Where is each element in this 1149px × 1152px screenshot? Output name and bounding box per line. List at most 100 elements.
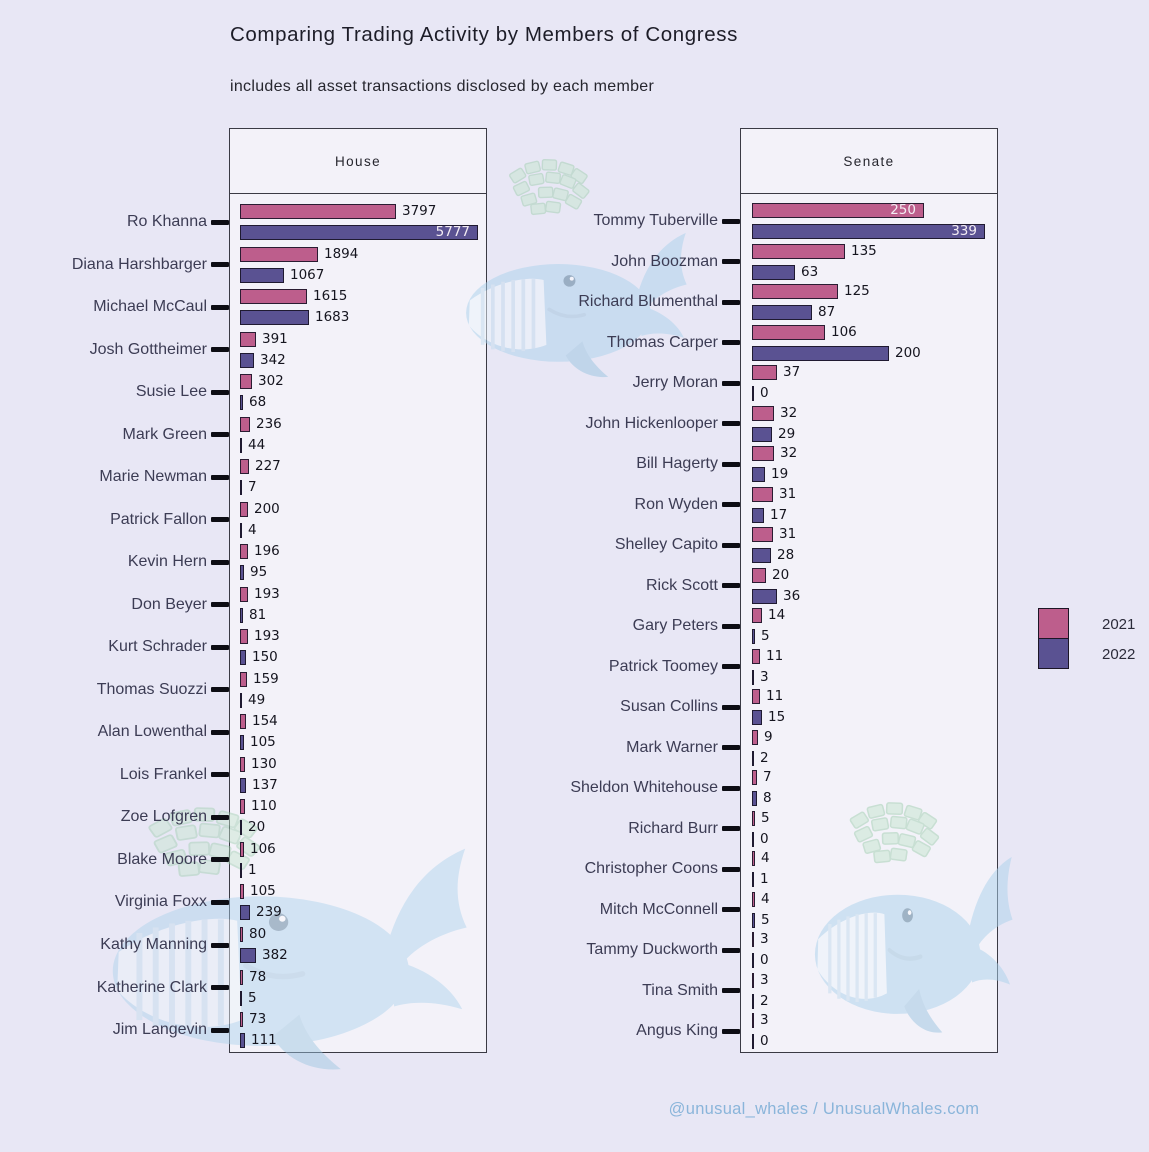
value-label: 0 xyxy=(760,385,769,401)
value-label: 5 xyxy=(248,989,257,1006)
bar-2021 xyxy=(240,331,256,347)
value-label: 4 xyxy=(761,890,770,907)
member-label: Tina Smith xyxy=(642,981,718,999)
value-label: 200 xyxy=(254,500,280,517)
member-label: Christopher Coons xyxy=(584,860,718,877)
member-label: Richard Burr xyxy=(628,819,718,837)
bar-2022 xyxy=(752,426,772,442)
bar-2022 xyxy=(752,831,754,847)
axis-tick xyxy=(722,259,740,264)
value-label: 200 xyxy=(895,344,921,361)
bar-2021 xyxy=(752,689,760,704)
value-label: 3 xyxy=(760,931,769,947)
axis-tick xyxy=(722,826,740,831)
bar-2021 xyxy=(240,544,248,560)
bar-2021 xyxy=(240,289,307,305)
axis-tick xyxy=(722,907,740,912)
bar-2021 xyxy=(752,932,754,947)
value-label: 80 xyxy=(249,926,267,942)
bar-2021 xyxy=(240,501,248,517)
bar-2021 xyxy=(752,243,845,259)
member-label: Sheldon Whitehouse xyxy=(570,779,718,796)
bar-2022 xyxy=(240,310,309,326)
value-label: 87 xyxy=(818,304,836,320)
bar-2022 xyxy=(240,480,242,496)
bar-2022 xyxy=(240,352,254,368)
axis-tick xyxy=(211,1027,229,1033)
bar-2021 xyxy=(240,671,247,687)
value-label: 2 xyxy=(760,992,769,1009)
member-label: Alan Lowenthal xyxy=(97,723,207,741)
bar-2021 xyxy=(752,324,825,340)
value-label: 95 xyxy=(250,564,268,581)
axis-tick xyxy=(722,421,740,426)
value-label: 68 xyxy=(249,394,267,411)
bar-2022 xyxy=(752,467,765,482)
axis-tick xyxy=(722,704,740,710)
axis-tick xyxy=(722,664,740,669)
value-label: 250 xyxy=(890,203,916,218)
bar-2022 xyxy=(240,948,256,963)
value-label: 111 xyxy=(251,1032,277,1049)
value-label: 193 xyxy=(254,585,280,602)
axis-tick xyxy=(722,218,740,224)
bar-2021 xyxy=(240,629,248,645)
bar-2021 xyxy=(752,567,766,583)
bar-2022 xyxy=(240,607,243,623)
value-label: 63 xyxy=(801,263,819,280)
value-label: 36 xyxy=(783,587,801,604)
value-label: 105 xyxy=(250,883,276,900)
axis-tick xyxy=(211,432,229,438)
value-label: 78 xyxy=(249,968,267,985)
member-label: Diana Harshbarger xyxy=(71,255,207,273)
value-label: 81 xyxy=(249,606,267,623)
axis-tick xyxy=(211,219,229,225)
bar-2022 xyxy=(240,692,242,708)
axis-tick xyxy=(211,262,229,268)
axis-tick xyxy=(722,745,740,750)
member-label: Patrick Fallon xyxy=(110,510,207,528)
bar-2022 xyxy=(240,522,242,538)
member-label: Zoe Lofgren xyxy=(120,808,207,826)
bar-2021 xyxy=(240,204,396,219)
axis-tick xyxy=(211,899,229,905)
axis-tick xyxy=(211,814,229,820)
axis-tick xyxy=(211,304,229,310)
value-label: 110 xyxy=(251,798,277,815)
value-label: 0 xyxy=(760,952,769,968)
legend-swatch-2021 xyxy=(1038,608,1069,639)
member-label: Richard Blumenthal xyxy=(578,293,718,310)
value-label: 302 xyxy=(258,373,284,390)
bar-2021 xyxy=(752,648,760,664)
axis-tick xyxy=(211,559,229,565)
bar-2021 xyxy=(240,416,250,432)
value-label: 15 xyxy=(768,709,786,725)
value-label: 8 xyxy=(763,790,772,806)
bar-2021 xyxy=(752,203,924,218)
value-label: 73 xyxy=(249,1011,267,1028)
bar-2021 xyxy=(752,851,755,866)
bar-2021 xyxy=(240,246,318,262)
bar-2021 xyxy=(752,486,773,502)
value-label: 135 xyxy=(851,242,877,259)
value-label: 339 xyxy=(951,224,977,239)
value-label: 17 xyxy=(770,506,788,523)
axis-tick xyxy=(722,866,740,872)
value-label: 1894 xyxy=(324,245,359,262)
bar-2022 xyxy=(752,912,755,928)
value-label: 31 xyxy=(779,485,797,502)
value-label: 105 xyxy=(250,734,276,751)
bar-2022 xyxy=(752,750,754,766)
bar-2021 xyxy=(240,586,248,602)
panel-senate-header: Senate xyxy=(741,129,997,194)
member-label: Virginia Foxx xyxy=(114,893,207,911)
value-label: 0 xyxy=(760,1033,769,1049)
value-label: 227 xyxy=(255,458,281,475)
bar-2022 xyxy=(752,1034,754,1049)
value-label: 1 xyxy=(248,861,257,878)
value-label: 37 xyxy=(783,364,801,380)
value-label: 3 xyxy=(760,668,769,685)
member-label: Rick Scott xyxy=(645,576,718,594)
footer-credit: @unusual_whales / UnusualWhales.com xyxy=(668,1100,980,1118)
value-label: 3 xyxy=(760,1012,769,1028)
